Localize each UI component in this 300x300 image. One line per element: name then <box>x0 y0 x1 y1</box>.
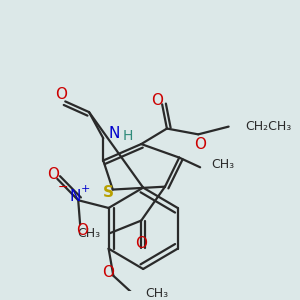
Text: H: H <box>123 129 133 143</box>
Text: CH₂CH₃: CH₂CH₃ <box>246 120 292 133</box>
Text: CH₃: CH₃ <box>77 227 101 240</box>
Text: −: − <box>58 181 68 194</box>
Text: +: + <box>81 184 91 194</box>
Text: O: O <box>194 136 206 152</box>
Text: O: O <box>135 236 147 251</box>
Text: CH₃: CH₃ <box>212 158 235 171</box>
Text: O: O <box>47 167 59 182</box>
Text: CH₃: CH₃ <box>146 287 169 300</box>
Text: O: O <box>56 87 68 102</box>
Text: O: O <box>152 93 164 108</box>
Text: N: N <box>109 126 120 141</box>
Text: S: S <box>103 185 113 200</box>
Text: O: O <box>103 266 115 280</box>
Text: N: N <box>70 189 81 204</box>
Text: O: O <box>76 223 88 238</box>
